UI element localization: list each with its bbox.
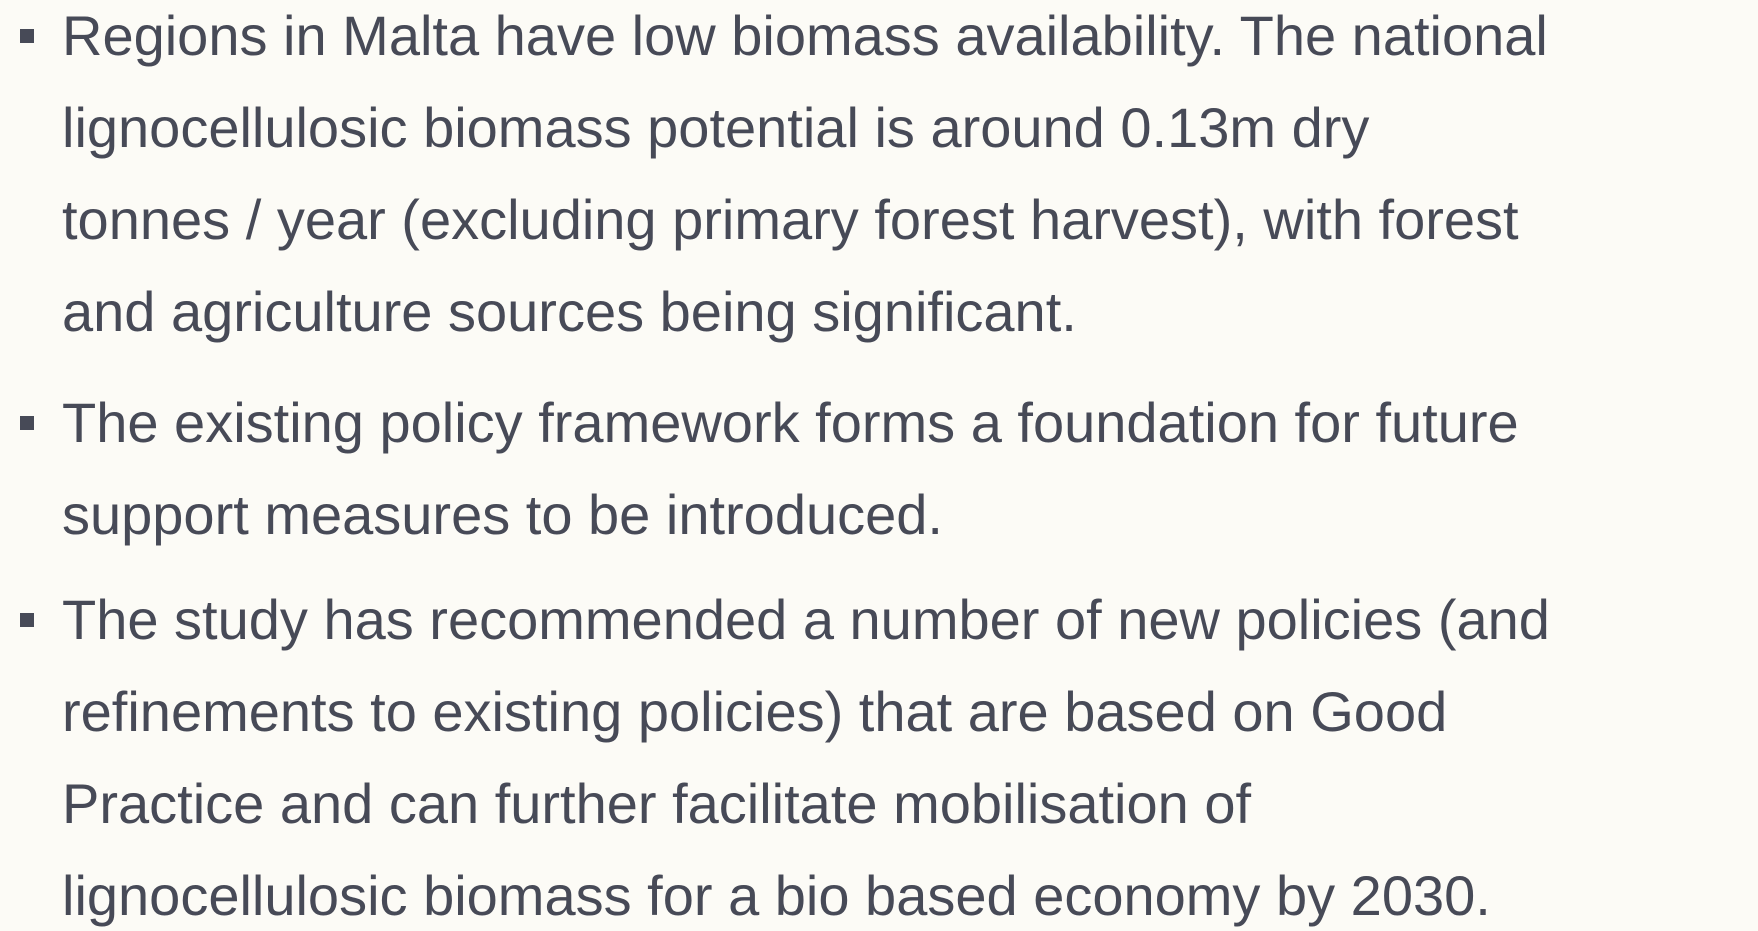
bullet-text: lignocellulosic biomass potential is aro… bbox=[62, 96, 1370, 159]
bullet-text: The existing policy framework forms a fo… bbox=[62, 391, 1519, 454]
bullet-text: Practice and can further facilitate mobi… bbox=[62, 772, 1252, 835]
bullet-marker bbox=[20, 416, 34, 430]
bullet-text: Regions in Malta have low biomass availa… bbox=[62, 4, 1548, 67]
bullet-text: and agriculture sources being significan… bbox=[62, 280, 1077, 343]
bullet-text: tonnes / year (excluding primary forest … bbox=[62, 188, 1519, 251]
bullet-marker bbox=[20, 29, 34, 43]
bullet-text: support measures to be introduced. bbox=[62, 483, 943, 546]
bullet-marker bbox=[20, 613, 34, 627]
bullet-text: The study has recommended a number of ne… bbox=[62, 588, 1550, 651]
bullet-text: refinements to existing policies) that a… bbox=[62, 680, 1448, 743]
bullet-text: lignocellulosic biomass for a bio based … bbox=[62, 864, 1491, 927]
